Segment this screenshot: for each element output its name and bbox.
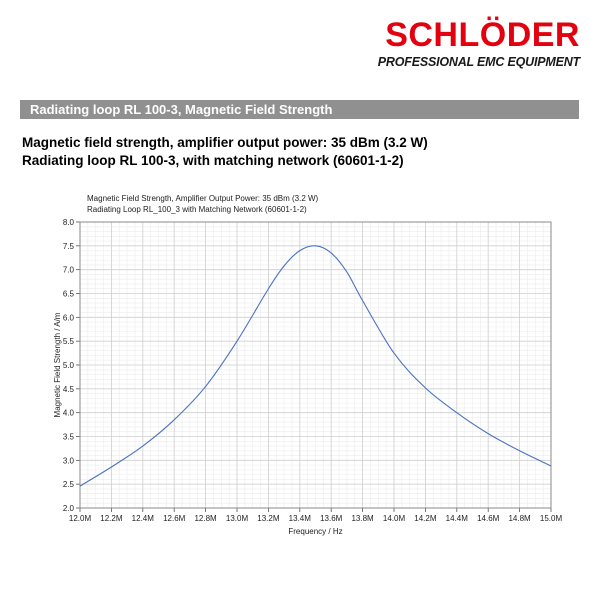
section-title-bar: Radiating loop RL 100-3, Magnetic Field … (20, 100, 579, 119)
y-axis-label: Magnetic Field Strength / A/m (53, 312, 62, 417)
y-tick-label: 7.0 (63, 266, 75, 275)
chart-title: Magnetic Field Strength, Amplifier Outpu… (87, 194, 319, 203)
chart-subtitle: Radiating Loop RL_100_3 with Matching Ne… (87, 205, 307, 214)
y-tick-label: 3.5 (63, 433, 75, 442)
x-tick-label: 12.8M (194, 514, 217, 523)
figure-heading-line-1: Magnetic field strength, amplifier outpu… (22, 135, 428, 150)
brand-name: SCHLÖDER (385, 16, 580, 54)
x-tick-label: 12.4M (132, 514, 155, 523)
x-tick-label: 14.2M (414, 514, 437, 523)
y-tick-label: 3.0 (63, 456, 75, 465)
y-tick-label: 4.5 (63, 385, 75, 394)
x-tick-label: 15.0M (540, 514, 563, 523)
y-tick-label: 2.0 (63, 504, 75, 513)
x-axis-label: Frequency / Hz (288, 527, 342, 536)
brand-tagline: PROFESSIONAL EMC EQUIPMENT (377, 55, 580, 69)
x-tick-label: 14.4M (446, 514, 469, 523)
x-tick-label: 13.4M (289, 514, 312, 523)
y-tick-label: 5.5 (63, 337, 75, 346)
x-tick-label: 13.0M (226, 514, 249, 523)
y-tick-label: 5.0 (63, 361, 75, 370)
brand-logo: SCHLÖDER PROFESSIONAL EMC EQUIPMENT (378, 18, 580, 69)
series-line (79, 245, 552, 487)
x-tick-label: 12.6M (163, 514, 186, 523)
x-tick-label: 12.2M (100, 514, 123, 523)
x-tick-label: 12.0M (69, 514, 92, 523)
x-tick-label: 13.2M (257, 514, 280, 523)
plot-frame (79, 221, 552, 509)
y-tick-label: 7.5 (63, 242, 75, 251)
y-tick-label: 8.0 (63, 218, 75, 227)
y-tick-label: 6.5 (63, 290, 75, 299)
figure-heading-line-2: Radiating loop RL 100-3, with matching n… (22, 153, 404, 168)
x-tick-label: 14.8M (508, 514, 531, 523)
x-tick-label: 13.6M (320, 514, 343, 523)
y-tick-label: 6.0 (63, 313, 75, 322)
x-tick-label: 14.6M (477, 514, 500, 523)
x-tick-label: 13.8M (351, 514, 374, 523)
x-tick-label: 14.0M (383, 514, 406, 523)
y-tick-label: 2.5 (63, 480, 75, 489)
y-tick-label: 4.0 (63, 409, 75, 418)
